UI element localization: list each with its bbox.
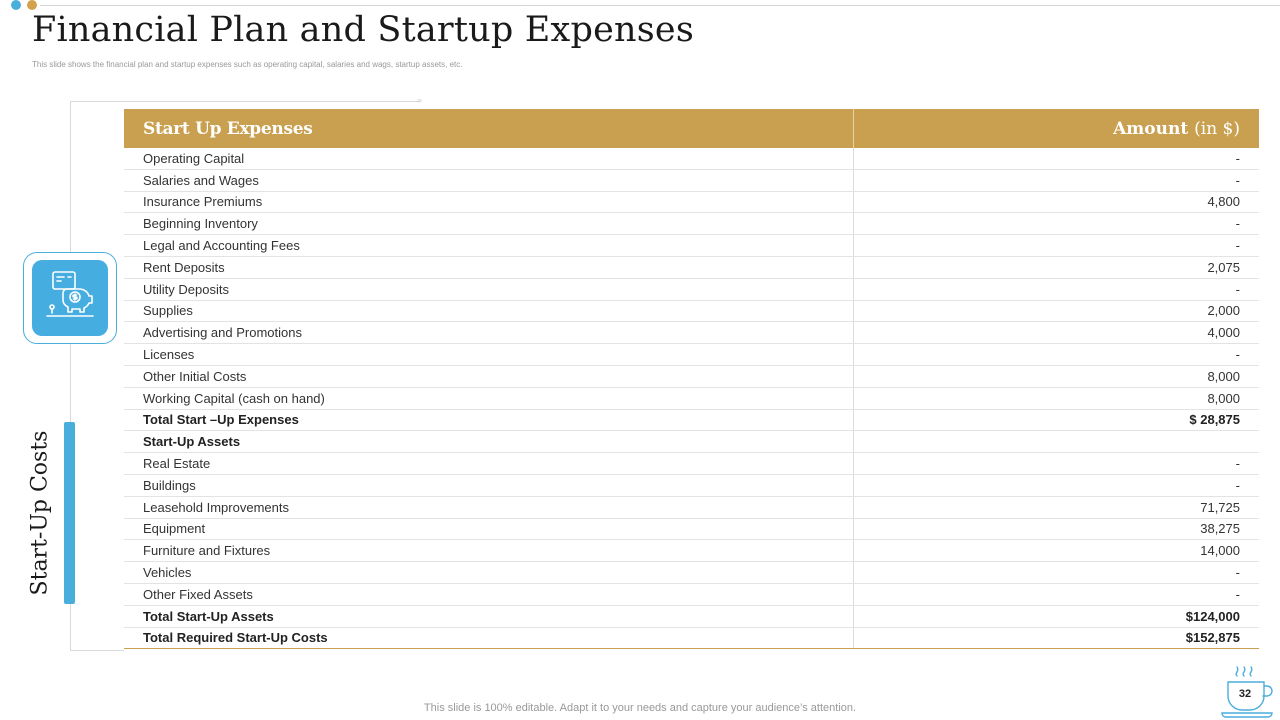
row-amount: - <box>1235 586 1240 602</box>
row-label: Real Estate <box>124 453 854 474</box>
row-amount: 14,000 <box>1200 543 1240 559</box>
frame-line-left <box>70 101 71 650</box>
row-label: Total Start-Up Assets <box>124 605 854 627</box>
side-vertical-label: Start-Up Costs <box>27 430 53 596</box>
row-amount: 8,000 <box>1207 368 1240 384</box>
row-amount: 4,000 <box>1207 325 1240 341</box>
row-label: Vehicles <box>124 562 854 583</box>
table-row: Working Capital (cash on hand) 8,000 <box>124 387 1259 410</box>
row-amount: - <box>1235 216 1240 232</box>
row-amount: - <box>1235 477 1240 493</box>
row-label: Total Start –Up Expenses <box>124 409 854 431</box>
table-header: Start Up Expenses Amount (in $) <box>124 109 1259 148</box>
piggy-bank-dollar-icon <box>32 260 108 336</box>
table-row: Buildings - <box>124 474 1259 497</box>
top-divider <box>40 5 1280 6</box>
decor-dot-gold <box>27 0 37 10</box>
row-label: Legal and Accounting Fees <box>124 235 854 256</box>
header-amount: Amount (in $) <box>854 119 1259 139</box>
table-row: Other Initial Costs 8,000 <box>124 365 1259 388</box>
row-amount: 4,800 <box>1207 194 1240 210</box>
table-row: Other Fixed Assets - <box>124 583 1259 606</box>
row-label: Insurance Premiums <box>124 191 854 213</box>
row-label: Advertising and Promotions <box>124 322 854 344</box>
row-amount: 2,000 <box>1207 303 1240 319</box>
row-label: Other Fixed Assets <box>124 583 854 605</box>
frame-line-bottom <box>70 650 124 651</box>
table-row: Total Start –Up Expenses $ 28,875 <box>124 409 1259 432</box>
decor-dot-blue <box>11 0 21 10</box>
row-label: Leasehold Improvements <box>124 496 854 518</box>
row-label: Licenses <box>124 344 854 365</box>
table-row: Vehicles - <box>124 562 1259 584</box>
row-amount: - <box>1235 281 1240 297</box>
row-amount: 2,075 <box>1207 259 1240 275</box>
row-amount: 71,725 <box>1200 499 1240 515</box>
table-row: Advertising and Promotions 4,000 <box>124 322 1259 345</box>
table-row: Start-Up Assets <box>124 431 1259 454</box>
table-row: Total Start-Up Assets $124,000 <box>124 605 1259 628</box>
row-amount: - <box>1235 347 1240 363</box>
table-row: Utility Deposits - <box>124 278 1259 301</box>
row-amount: $ 28,875 <box>1189 412 1240 428</box>
row-label: Furniture and Fixtures <box>124 540 854 562</box>
table-row: Total Required Start-Up Costs $152,875 <box>124 627 1259 650</box>
coffee-cup-icon <box>1221 666 1273 718</box>
table-row: Licenses - <box>124 344 1259 366</box>
table-row: Legal and Accounting Fees - <box>124 235 1259 257</box>
footer-note: This slide is 100% editable. Adapt it to… <box>423 702 857 714</box>
side-icon-card <box>23 252 117 344</box>
chevron-right-icon: » <box>417 95 423 105</box>
header-expenses: Start Up Expenses <box>124 109 854 148</box>
startup-expenses-table: Start Up Expenses Amount (in $) Operatin… <box>124 109 1259 650</box>
row-label: Beginning Inventory <box>124 213 854 235</box>
row-label: Other Initial Costs <box>124 365 854 387</box>
page-number: 32 <box>1238 688 1252 700</box>
row-label: Utility Deposits <box>124 278 854 300</box>
row-amount: 38,275 <box>1200 521 1240 537</box>
row-label: Buildings <box>124 474 854 496</box>
table-row: Beginning Inventory - <box>124 213 1259 236</box>
row-amount: - <box>1235 172 1240 188</box>
table-row: Salaries and Wages - <box>124 169 1259 192</box>
table-row: Furniture and Fixtures 14,000 <box>124 540 1259 563</box>
row-amount: 8,000 <box>1207 390 1240 406</box>
table-row: Real Estate - <box>124 453 1259 475</box>
header-amount-label: Amount <box>1113 118 1189 139</box>
slide-subtitle: This slide shows the financial plan and … <box>32 60 463 69</box>
table-row: Equipment 38,275 <box>124 518 1259 541</box>
row-amount: - <box>1235 565 1240 581</box>
row-label: Equipment <box>124 518 854 540</box>
row-label: Salaries and Wages <box>124 169 854 191</box>
table-row: Operating Capital - <box>124 148 1259 170</box>
table-row: Insurance Premiums 4,800 <box>124 191 1259 214</box>
row-label: Rent Deposits <box>124 256 854 278</box>
row-label: Total Required Start-Up Costs <box>124 627 854 649</box>
row-amount: $152,875 <box>1185 630 1240 646</box>
frame-line-top <box>70 101 420 102</box>
row-label: Working Capital (cash on hand) <box>124 387 854 409</box>
header-amount-unit: (in $) <box>1194 118 1240 139</box>
slide-title: Financial Plan and Startup Expenses <box>32 10 694 50</box>
row-amount: - <box>1235 150 1240 166</box>
side-accent-bar <box>64 422 75 604</box>
row-label: Start-Up Assets <box>124 431 854 453</box>
row-amount: - <box>1235 238 1240 254</box>
row-amount: $124,000 <box>1185 608 1240 624</box>
row-amount: - <box>1235 456 1240 472</box>
table-row: Leasehold Improvements 71,725 <box>124 496 1259 519</box>
row-label: Supplies <box>124 300 854 322</box>
table-row: Rent Deposits 2,075 <box>124 256 1259 279</box>
table-body: Operating Capital - Salaries and Wages - Ins… <box>124 148 1259 650</box>
table-row: Supplies 2,000 <box>124 300 1259 323</box>
row-label: Operating Capital <box>124 148 854 169</box>
